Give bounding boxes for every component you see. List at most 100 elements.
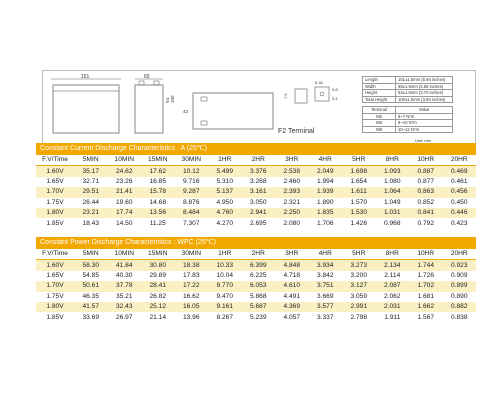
value-cell: 0.446 <box>442 207 476 219</box>
terminal-dim-c: 0.8 <box>332 87 338 92</box>
battery-outline-drawing: 151 65 94 100 43 6.35 7.5 0.8 3.4 <box>51 74 338 134</box>
value-cell: 5.239 <box>241 312 275 323</box>
value-cell: 26.44 <box>74 197 108 208</box>
value-cell: 5.868 <box>241 291 275 302</box>
torque-value: 8~10 N*m <box>395 119 453 127</box>
value-cell: 6.053 <box>241 281 275 292</box>
power-discharge-table: F.V/Time 5MIN 10MIN 15MIN 30MIN 1HR 2HR 3HR 4HR 5… <box>36 249 476 323</box>
dim-width-label: 65 <box>144 74 150 80</box>
value-cell: 4.950 <box>208 197 242 208</box>
value-cell: 4.610 <box>275 281 309 292</box>
value-cell: 0.877 <box>409 176 443 188</box>
torque-row: M8 10~12 N*m <box>362 125 453 133</box>
value-cell: 2.062 <box>375 291 409 302</box>
value-cell: 4.369 <box>275 301 309 313</box>
value-cell: 2.538 <box>275 165 309 177</box>
column-header: 1HR <box>208 249 242 261</box>
table-row: 1.70V 50.61 37.78 28.41 17.22 9.770 6.053 4.610… <box>36 281 476 292</box>
table-row: 1.60V 35.17 24.62 17.62 10.12 5.499 3.376 2.538… <box>36 165 476 177</box>
value-cell: 3.669 <box>308 291 342 302</box>
value-cell: 35.21 <box>107 291 141 302</box>
value-cell: 46.35 <box>74 291 108 302</box>
value-cell: 5.499 <box>208 165 242 177</box>
value-cell: 2.114 <box>375 270 409 282</box>
value-cell: 1.939 <box>308 187 342 198</box>
column-header: 10HR <box>409 249 443 261</box>
value-cell: 2.393 <box>275 187 309 198</box>
value-cell: 9.161 <box>208 301 242 313</box>
value-cell: 35.17 <box>74 165 108 177</box>
voltage-cell: 1.85V <box>36 312 74 323</box>
column-header: 30MIN <box>174 155 208 167</box>
value-cell: 1.662 <box>409 301 443 313</box>
spec-value: 151±1.5mm (5.94 inches) <box>395 76 453 84</box>
value-cell: 50.61 <box>74 281 108 292</box>
power-table-title: Constant Power Discharge Characteristics… <box>36 237 476 249</box>
column-header: 15MIN <box>141 249 175 261</box>
value-cell: 28.41 <box>141 281 175 292</box>
value-cell: 23.21 <box>74 207 108 219</box>
value-cell: 2.250 <box>275 207 309 219</box>
column-header: 15MIN <box>141 155 175 167</box>
column-header: 8HR <box>375 155 409 167</box>
value-cell: 3.577 <box>308 301 342 313</box>
value-cell: 2.321 <box>275 197 309 208</box>
dimension-spec-table: Length 151±1.5mm (5.94 inches) Width 65±1.… <box>362 76 453 103</box>
value-cell: 3.751 <box>308 281 342 292</box>
table-row: 1.65V 54.85 40.30 29.89 17.83 10.04 6.225 4.718… <box>36 270 476 282</box>
value-cell: 0.968 <box>375 218 409 229</box>
torque-header-value: Value <box>395 106 453 114</box>
value-cell: 32.71 <box>74 176 108 188</box>
column-header: 10MIN <box>107 155 141 167</box>
column-header: F.V/Time <box>36 155 74 167</box>
value-cell: 3.200 <box>342 270 376 282</box>
spec-value: 100±1.5mm (3.94 inches) <box>395 95 453 103</box>
value-cell: 4.057 <box>275 312 309 323</box>
value-cell: 1.702 <box>409 281 443 292</box>
value-cell: 1.031 <box>375 207 409 219</box>
value-cell: 5.687 <box>241 301 275 313</box>
value-cell: 0.423 <box>442 218 476 229</box>
spec-value: 94±1.5mm (3.70 inches) <box>395 89 453 97</box>
table-header-row: F.V/Time 5MIN 10MIN 15MIN 30MIN 1HR 2HR 3HR 4HR 5… <box>36 249 476 261</box>
value-cell: 30.80 <box>141 259 175 271</box>
value-cell: 3.161 <box>241 187 275 198</box>
value-cell: 4.491 <box>275 291 309 302</box>
value-cell: 8.484 <box>174 207 208 219</box>
value-cell: 6.225 <box>241 270 275 282</box>
value-cell: 0.882 <box>442 301 476 313</box>
value-cell: 0.792 <box>409 218 443 229</box>
value-cell: 9.770 <box>208 281 242 292</box>
value-cell: 37.78 <box>107 281 141 292</box>
value-cell: 0.909 <box>442 270 476 282</box>
value-cell: 1.567 <box>409 312 443 323</box>
table-row: 1.85V 18.43 14.50 11.25 7.307 4.270 2.695 2.080… <box>36 218 476 229</box>
table-row: 1.85V 33.69 26.97 21.14 13.96 8.267 5.239 4.057… <box>36 312 476 323</box>
spec-key: Total Height <box>362 95 396 103</box>
value-cell: 40.30 <box>107 270 141 282</box>
value-cell: 11.25 <box>141 218 175 229</box>
value-cell: 0.899 <box>442 281 476 292</box>
value-cell: 1.049 <box>375 197 409 208</box>
value-cell: 8.876 <box>174 197 208 208</box>
value-cell: 1.706 <box>308 218 342 229</box>
value-cell: 2.941 <box>241 207 275 219</box>
value-cell: 1.911 <box>375 312 409 323</box>
value-cell: 2.695 <box>241 218 275 229</box>
value-cell: 1.698 <box>342 165 376 177</box>
value-cell: 3.059 <box>342 291 376 302</box>
voltage-cell: 1.60V <box>36 165 74 177</box>
table-row: 1.65V 32.71 23.26 16.85 9.716 5.310 3.268 2.460… <box>36 176 476 188</box>
terminal-dim-a: 6.35 <box>315 80 324 85</box>
column-header: 10HR <box>409 155 443 167</box>
column-header: 4HR <box>308 249 342 261</box>
table-row: 1.70V 29.51 21.41 15.78 9.287 5.137 3.161 2.393… <box>36 187 476 198</box>
voltage-cell: 1.70V <box>36 281 74 292</box>
voltage-cell: 1.80V <box>36 301 74 313</box>
value-cell: 24.62 <box>107 165 141 177</box>
value-cell: 3.934 <box>308 259 342 271</box>
terminal-name-label: F2 Terminal <box>278 128 315 135</box>
value-cell: 1.064 <box>375 187 409 198</box>
value-cell: 1.726 <box>409 270 443 282</box>
value-cell: 54.85 <box>74 270 108 282</box>
